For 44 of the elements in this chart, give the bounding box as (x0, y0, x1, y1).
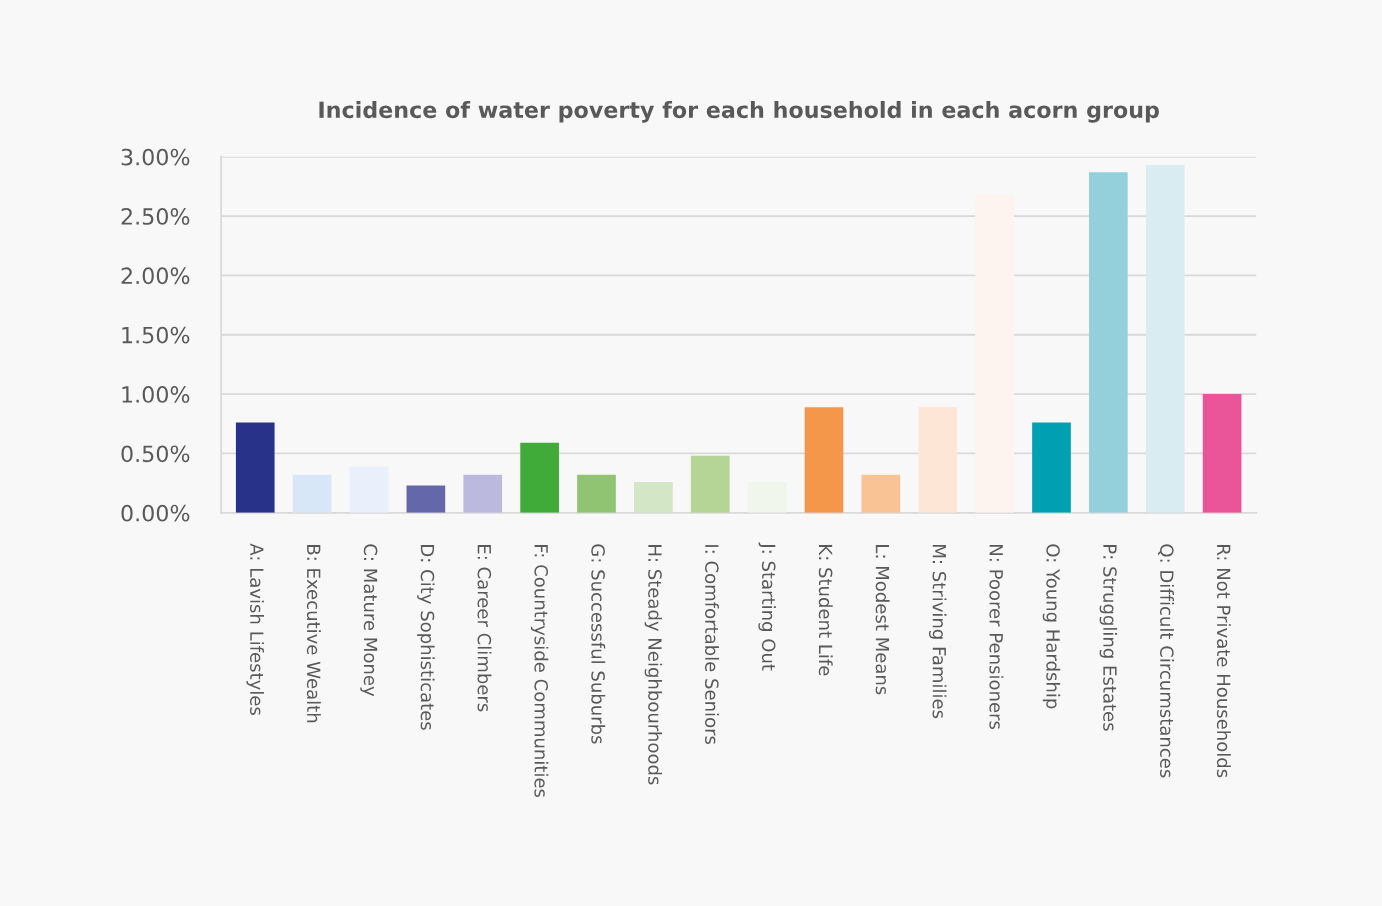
x-tick-label: Q: Difficult Circumstances (1157, 544, 1174, 778)
y-tick-label: 3.00% (121, 148, 190, 166)
x-tick-label: M: Striving Families (929, 545, 947, 719)
x-tick-label: I: Comfortable Seniors (705, 545, 719, 745)
x-tick-label: E: Career Climbers (477, 545, 492, 712)
x-tick-label: J: Starting Out (758, 542, 776, 671)
x-tick-label: P: Struggling Estates (1099, 545, 1118, 731)
bar (235, 422, 275, 513)
bar (349, 466, 389, 513)
bar (1032, 422, 1071, 513)
x-tick-label: C: Mature Money (360, 544, 378, 697)
y-tick-label: 0.00% (121, 504, 190, 522)
x-tick-label: B: Executive Wealth (306, 545, 321, 723)
x-tick-label: D: City Sophisticates (417, 545, 435, 730)
y-tick-label: 1.00% (122, 386, 190, 403)
bar (292, 474, 332, 513)
x-tick-label: R: Not Private Households (1216, 545, 1231, 778)
x-tick-label: O: Young Hardship (1042, 544, 1061, 709)
bar (463, 474, 503, 513)
y-tick-label: 0.50% (121, 445, 190, 463)
chart-title: Incidence of water poverty for each household in each acorn group (319, 100, 1159, 123)
y-tick-label: 2.00% (121, 267, 190, 285)
bar (577, 474, 616, 513)
bar (634, 481, 673, 513)
bar (861, 474, 901, 513)
x-tick-label: L: Modest Means (875, 545, 890, 695)
y-tick-label: 2.50% (121, 208, 190, 225)
x-tick-label: G: Successful Suburbs (591, 544, 606, 744)
bar (520, 442, 559, 513)
x-tick-label: K: Student Life (818, 545, 833, 676)
x-tick-label: H: Steady Neighbourhoods (644, 545, 663, 785)
bar (1202, 394, 1242, 513)
bar (747, 481, 787, 513)
bar (1145, 165, 1185, 513)
bar (1089, 172, 1128, 513)
x-tick-label: N: Poorer Pensioners (989, 545, 1004, 730)
bar (406, 485, 446, 513)
bar (918, 407, 958, 513)
x-tick-label: A: Lavish Lifestyles (246, 543, 264, 715)
bar (804, 407, 844, 513)
bar (975, 194, 1014, 513)
y-tick-label: 1.50% (122, 326, 190, 344)
x-tick-label: F: Countryside Communities (530, 545, 549, 798)
bar (690, 455, 730, 513)
